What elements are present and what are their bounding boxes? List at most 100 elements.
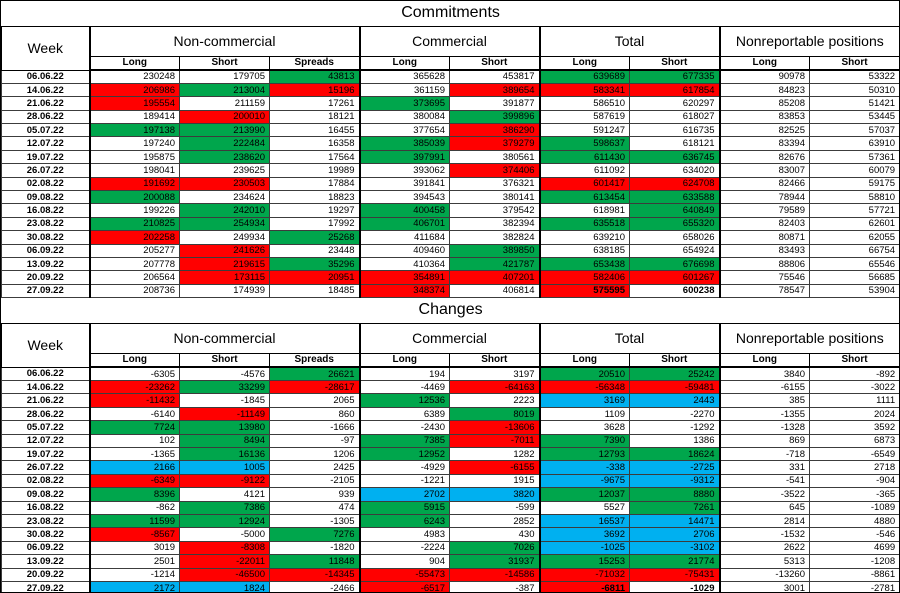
table-row: 26.07.22 198041 239625 19989 393062 374406 611… [1,163,899,178]
week-cell: 13.09.22 [1,554,90,569]
value-cell: 57361 [808,149,899,165]
value-cell: 84823 [718,82,810,98]
value-cell: 20510 [538,366,630,382]
value-cell: 200088 [88,190,180,205]
value-cell: -599 [449,500,540,515]
table-row: 06.09.22 3019 -8308 -1820 -2224 7026 -1025 -310… [1,540,899,556]
table-row: 14.06.22 -23262 33299 -28617 -4469 -64163 -563… [1,380,899,395]
value-cell: -8567 [88,527,180,542]
value-cell: 15253 [538,554,630,569]
value-cell: 25242 [629,366,720,382]
value-cell: 618981 [538,203,630,218]
value-cell: -1820 [269,540,360,556]
col-header-nr-short: Short [808,352,899,369]
value-cell: 3592 [808,420,899,435]
value-cell: -2105 [269,473,360,489]
value-cell: 58810 [808,190,899,205]
value-cell: 83493 [718,243,810,258]
value-cell: 676698 [629,256,720,272]
value-cell: 639210 [538,230,630,245]
value-cell: -1292 [629,420,720,435]
week-cell: 13.09.22 [1,256,90,272]
value-cell: 20951 [269,270,360,285]
col-header-c-short: Short [449,352,540,369]
value-cell: 598637 [538,136,630,151]
value-cell: 7276 [269,527,360,542]
value-cell: 410364 [358,256,450,272]
value-cell: 50310 [808,82,899,98]
value-cell: -5000 [179,527,270,542]
week-cell: 05.07.22 [1,420,90,435]
week-cell: 06.09.22 [1,243,90,258]
value-cell: 575595 [538,283,630,299]
week-cell: 06.09.22 [1,540,90,556]
table-row: 06.09.22 205277 241626 23448 409460 389850 638… [1,243,899,258]
value-cell: 1005 [179,460,270,475]
value-cell: 83394 [718,136,810,151]
col-header-nc-long: Long [88,55,180,71]
value-cell: 82676 [718,149,810,165]
value-cell: 4983 [358,527,450,542]
value-cell: 7385 [358,433,450,448]
week-cell: 23.08.22 [1,513,90,529]
value-cell: -7011 [449,433,540,448]
value-cell: 4880 [808,513,899,529]
value-cell: -3022 [808,380,899,395]
value-cell: -14345 [269,567,360,582]
value-cell: 904 [358,554,450,569]
value-cell: 11848 [269,554,360,569]
value-cell: 639689 [538,69,630,84]
value-cell: 600238 [629,283,720,299]
value-cell: 635518 [538,216,630,232]
value-cell: 53904 [808,283,899,299]
value-cell: 645 [718,500,810,515]
value-cell: 653438 [538,256,630,272]
value-cell: 222484 [179,136,270,151]
value-cell: 409460 [358,243,450,258]
col-header-t-long: Long [538,352,630,369]
value-cell: -338 [538,460,630,475]
value-cell: -46500 [179,567,270,582]
value-cell: 249934 [179,230,270,245]
value-cell: 16136 [179,446,270,462]
group-header-total: Total [538,25,720,57]
week-cell: 30.08.22 [1,230,90,245]
value-cell: 613454 [538,190,630,205]
value-cell: 90978 [718,69,810,84]
group-header-commercial: Commercial [358,322,540,354]
week-cell: 19.07.22 [1,446,90,462]
value-cell: -23262 [88,380,180,395]
value-cell: 8494 [179,433,270,448]
section-title-commitments: Commitments [1,1,899,27]
value-cell: 3820 [449,487,540,502]
week-cell: 20.09.22 [1,567,90,582]
value-cell: 2172 [88,580,180,592]
value-cell: 12924 [179,513,270,529]
value-cell: 1824 [179,580,270,592]
value-cell: 35296 [269,256,360,272]
value-cell: 239625 [179,163,270,178]
value-cell: 407201 [449,270,540,285]
value-cell: 200010 [179,109,270,125]
week-cell: 06.06.22 [1,69,90,84]
table-row: 23.08.22 11599 12924 -1305 6243 2852 16537 1447… [1,513,899,529]
table-row: 05.07.22 7724 13980 -1666 -2430 -13606 3628 -12… [1,420,899,435]
value-cell: 230248 [88,69,180,84]
value-cell: -541 [718,473,810,489]
value-cell: 33299 [179,380,270,395]
week-column-header: Week [1,322,90,368]
value-cell: -2224 [358,540,450,556]
value-cell: 12536 [358,393,450,408]
table-row: 09.08.22 8396 4121 939 2702 3820 12037 8880 -352… [1,487,899,502]
value-cell: 1206 [269,446,360,462]
value-cell: 241626 [179,243,270,258]
value-cell: -1029 [629,580,720,592]
value-cell: 57721 [808,203,899,218]
week-cell: 14.06.22 [1,380,90,395]
value-cell: -6549 [808,446,899,462]
value-cell: -546 [808,527,899,542]
value-cell: 21774 [629,554,720,569]
value-cell: -1089 [808,500,899,515]
value-cell: 17261 [269,96,360,111]
week-cell: 26.07.22 [1,460,90,475]
